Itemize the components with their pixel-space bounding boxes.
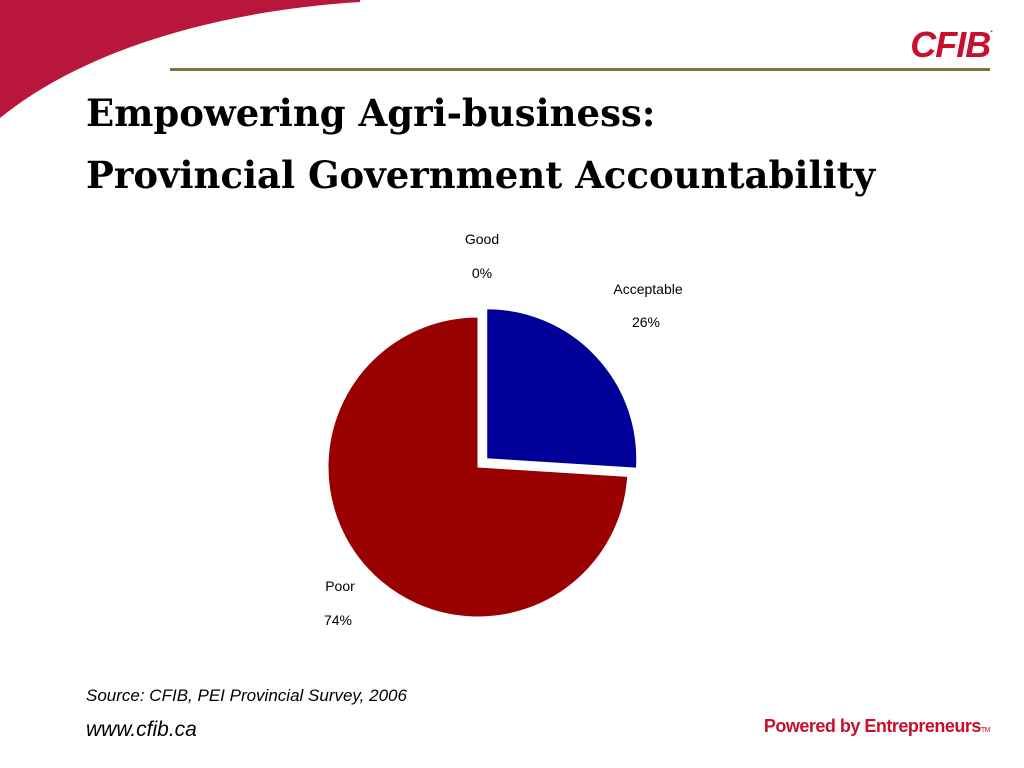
tagline-mark: TM	[980, 727, 991, 734]
slice-percent-good: 0%	[472, 265, 492, 281]
tagline: Powered by EntrepreneursTM	[763, 716, 991, 737]
website-link[interactable]: www.cfib.ca	[86, 718, 197, 741]
pie-slice-poor	[327, 316, 629, 618]
header-rule	[170, 68, 990, 71]
logo-mark: .	[990, 24, 993, 35]
pie-slices	[327, 308, 638, 618]
title-line-1: Empowering Agri-business:	[86, 91, 656, 135]
cfib-logo: CFIB.	[910, 24, 993, 66]
swoosh-shape	[0, 0, 360, 118]
slice-label-poor: Poor	[325, 578, 355, 594]
slice-percent-poor: 74%	[324, 612, 352, 628]
pie-labels: Good 0% Acceptable 26% Poor 74%	[324, 231, 683, 628]
corner-swoosh	[0, 0, 360, 118]
pie-slice-acceptable	[486, 308, 638, 469]
tagline-text: Powered by Entrepreneurs	[763, 716, 982, 736]
logo-text: CFIB	[910, 24, 991, 65]
slice-percent-acceptable: 26%	[632, 314, 660, 330]
page-title: Empowering Agri-business: Provincial Gov…	[86, 82, 875, 206]
slice-label-acceptable: Acceptable	[613, 281, 682, 297]
title-line-2: Provincial Government Accountability	[86, 153, 876, 197]
slice-label-good: Good	[465, 231, 499, 247]
source-note: Source: CFIB, PEI Provincial Survey, 200…	[86, 686, 407, 705]
